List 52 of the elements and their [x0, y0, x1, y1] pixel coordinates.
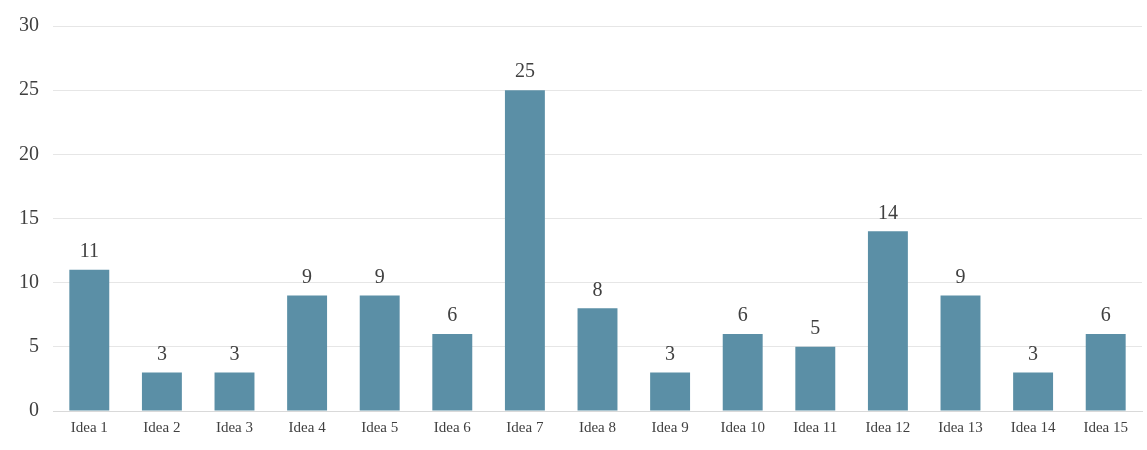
- data-label: 5: [810, 316, 821, 339]
- x-tick-label: Idea 5: [361, 418, 399, 435]
- y-tick-label: 30: [19, 13, 39, 36]
- y-tick-label: 0: [29, 398, 39, 421]
- y-tick-label: 25: [19, 77, 39, 100]
- x-tick-label: Idea 1: [70, 418, 108, 435]
- bar: [432, 334, 473, 411]
- x-tick-label: Idea 3: [215, 418, 254, 435]
- bar: [1085, 334, 1126, 411]
- data-label: 9: [374, 264, 385, 287]
- data-label: 3: [1028, 341, 1039, 364]
- bar: [795, 346, 836, 411]
- data-label: 14: [877, 200, 898, 223]
- y-tick-label: 10: [19, 269, 39, 292]
- bar: [214, 372, 255, 411]
- bar: [504, 90, 545, 411]
- data-label: 6: [447, 303, 458, 326]
- data-label: 9: [302, 264, 313, 287]
- y-tick-label: 15: [19, 205, 39, 228]
- bar: [69, 269, 110, 411]
- data-label: 25: [514, 59, 535, 82]
- data-label: 9: [955, 264, 966, 287]
- data-label: 3: [229, 341, 240, 364]
- bar: [722, 334, 763, 411]
- x-tick-label: Idea 11: [793, 418, 838, 435]
- x-tick-label: Idea 10: [720, 418, 765, 435]
- y-tick-label: 20: [19, 141, 39, 164]
- data-label: 3: [156, 341, 167, 364]
- x-tick-label: Idea 9: [651, 418, 689, 435]
- bar: [577, 308, 618, 411]
- x-tick-label: Idea 2: [143, 418, 181, 435]
- bar: [141, 372, 182, 411]
- bar: [940, 295, 981, 411]
- x-tick-label: Idea 13: [938, 418, 983, 435]
- x-tick-label: Idea 4: [288, 418, 327, 435]
- x-tick-label: Idea 7: [506, 418, 544, 435]
- x-tick-label: Idea 8: [578, 418, 617, 435]
- x-tick-label: Idea 12: [865, 418, 911, 435]
- bar: [287, 295, 328, 411]
- data-label: 8: [592, 277, 603, 300]
- x-tick-label: Idea 14: [1010, 418, 1056, 435]
- data-label: 6: [737, 303, 748, 326]
- bar: [1013, 372, 1054, 411]
- bar: [650, 372, 691, 411]
- data-label: 3: [665, 341, 676, 364]
- data-label: 11: [79, 239, 99, 262]
- x-tick-label: Idea 6: [433, 418, 472, 435]
- data-label: 6: [1100, 303, 1111, 326]
- x-tick-label: Idea 15: [1083, 418, 1128, 435]
- bar: [867, 231, 908, 411]
- bar: [359, 295, 400, 411]
- y-tick-label: 5: [29, 334, 39, 357]
